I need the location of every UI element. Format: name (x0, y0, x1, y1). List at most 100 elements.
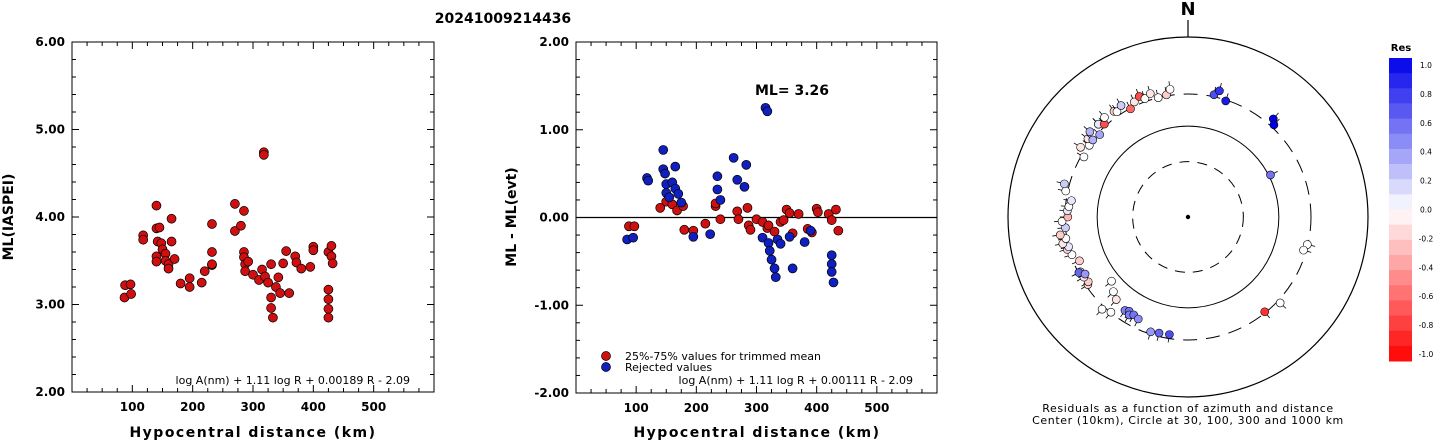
legend-marker-trimmed (601, 351, 611, 361)
data-point (826, 215, 837, 225)
station-marker (1260, 307, 1270, 317)
station-marker (1116, 101, 1126, 110)
outer-ring (1007, 36, 1369, 398)
station-marker (1112, 107, 1122, 117)
station-marker (1075, 256, 1084, 266)
residual-y-tick-label: 2.00 (539, 35, 569, 49)
polar-caption-line1: Residuals as a function of azimuth and d… (1042, 402, 1333, 415)
data-point (762, 106, 773, 117)
station-marker (1126, 104, 1135, 114)
data-point (728, 152, 739, 163)
residual-x-tick-label: 200 (684, 401, 709, 415)
station-marker (1106, 307, 1116, 317)
data-point (184, 282, 195, 292)
station-marker (1130, 97, 1139, 107)
data-point (658, 145, 669, 155)
magnitude-x-tick-label: 300 (240, 400, 265, 414)
station-marker (1146, 327, 1155, 337)
data-point (151, 256, 162, 267)
station-marker (1088, 135, 1098, 145)
data-point (207, 247, 217, 257)
data-point (243, 256, 254, 267)
data-point (745, 224, 756, 235)
data-point (828, 277, 839, 288)
data-point (305, 262, 316, 272)
residual-formula: log A(nm) + 1.11 log R + 0.00111 R - 2.0… (679, 374, 913, 387)
data-point (712, 184, 723, 195)
legend: 25%-75% values for trimmed mean Rejected… (601, 350, 821, 374)
data-point (805, 225, 816, 236)
data-point (769, 263, 780, 274)
station-marker (1079, 152, 1089, 162)
station-marker (1266, 170, 1275, 180)
magnitude-x-label: Hypocentral distance (km) (129, 425, 376, 441)
station-marker (1055, 230, 1065, 240)
data-point (126, 289, 136, 299)
data-point (184, 273, 195, 284)
station-marker (1067, 196, 1076, 205)
data-point (326, 241, 337, 251)
data-point (125, 279, 136, 290)
residual-x-tick-label: 300 (744, 401, 769, 415)
station-marker (1100, 113, 1109, 122)
station-marker (1299, 245, 1308, 255)
data-point (230, 199, 240, 209)
residual-y-label: ML - ML(evt) (504, 167, 520, 266)
data-point (323, 312, 334, 323)
station-marker (1060, 179, 1069, 189)
data-point (715, 214, 726, 225)
data-point (660, 168, 670, 179)
colorbar-tick-label: 0.4 (1420, 148, 1432, 157)
residual-y-tick-label: -1.00 (534, 298, 569, 312)
colorbar-tick-label: 0.2 (1420, 177, 1432, 186)
data-point (766, 254, 777, 265)
residual-y-tick-label: -2.00 (534, 386, 569, 400)
data-point (664, 192, 675, 203)
data-point (263, 277, 273, 288)
data-point (787, 263, 798, 274)
ring-300km (1096, 125, 1280, 309)
residual-x-tick-label: 400 (804, 401, 829, 415)
data-point (175, 278, 186, 289)
colorbar-tick-label: 0.6 (1420, 119, 1432, 128)
station-marker (1221, 96, 1231, 106)
data-point (239, 206, 249, 216)
data-point (207, 219, 217, 229)
residual-x-label: Hypocentral distance (km) (633, 425, 880, 441)
data-point (676, 197, 687, 208)
ring-1000km (1064, 93, 1312, 341)
north-label: N (1180, 0, 1195, 20)
data-point (207, 259, 217, 270)
station-marker (1215, 86, 1224, 96)
colorbar-segment (1389, 285, 1412, 301)
data-point (166, 213, 177, 224)
ring-100km (1132, 161, 1244, 273)
residual-x-tick-label: 500 (864, 401, 889, 415)
colorbar-segment (1389, 164, 1412, 180)
data-point (739, 181, 750, 192)
data-point (715, 195, 726, 205)
colorbar-segment (1389, 88, 1412, 104)
colorbar-tick-label: -0.4 (1419, 263, 1434, 272)
magnitude-x-tick-label: 200 (180, 400, 205, 414)
residual-panel: ML - ML(evt) Hypocentral distance (km) M… (504, 35, 938, 441)
data-point (169, 254, 180, 264)
colorbar-segment (1389, 133, 1412, 150)
colorbar-segment (1389, 148, 1412, 165)
residual-x-tick-label: 100 (624, 401, 649, 415)
station-marker (1067, 250, 1077, 260)
data-point (196, 277, 207, 288)
station-marker (1107, 276, 1116, 286)
magnitude-formula: log A(nm) + 1.11 log R + 0.00189 R - 2.0… (176, 374, 410, 387)
station-marker (1165, 330, 1174, 339)
legend-label-rejected: Rejected values (625, 361, 712, 374)
data-point (673, 188, 684, 199)
data-point (284, 288, 295, 298)
data-point (628, 232, 639, 243)
colorbar-segment (1389, 103, 1412, 120)
data-point (275, 288, 285, 298)
colorbar-segment (1389, 73, 1412, 89)
magnitude-plot-frame (71, 41, 435, 393)
